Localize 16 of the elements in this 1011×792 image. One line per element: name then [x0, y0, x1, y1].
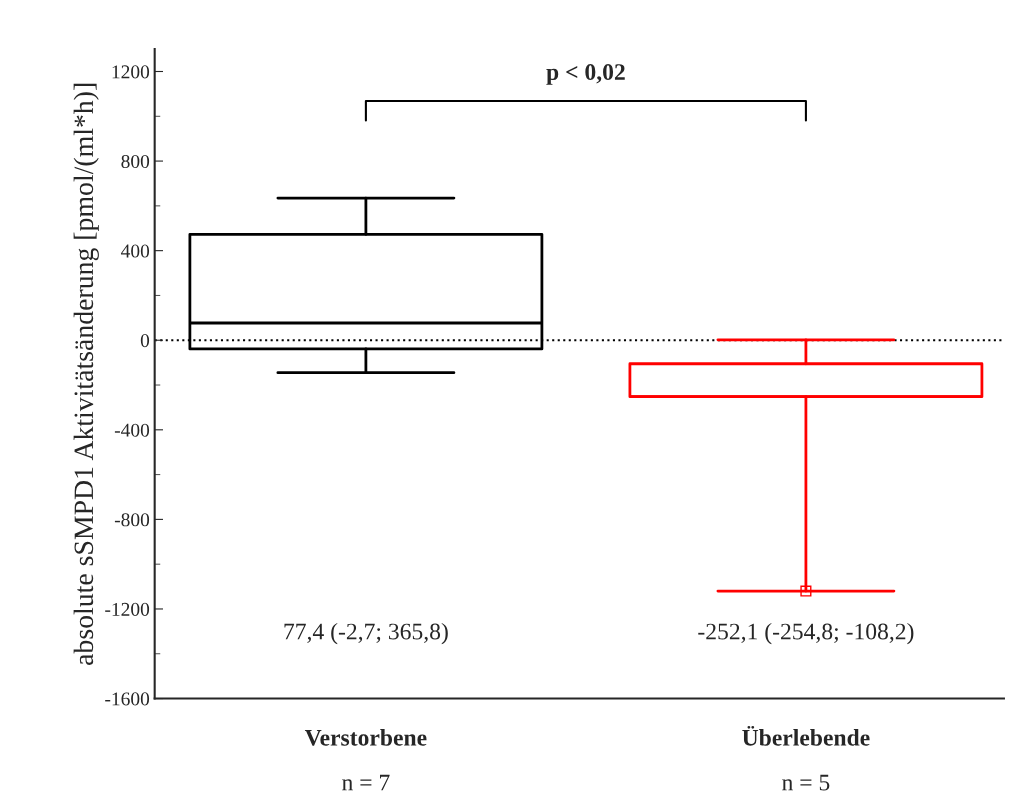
text: n = 7: [342, 774, 390, 791]
annotation: -252,1 (-254,8; -108,2): [698, 622, 914, 645]
y-tick-label: 0: [140, 334, 150, 348]
y-axis-title: absolute sSMPD1 Aktivitätsänderung [pmol/(ml*h)]: [73, 83, 99, 665]
annotation: p < 0,02: [546, 64, 625, 85]
x-tick-label: Überlebende: [742, 725, 870, 746]
y-tick-label: -1200: [105, 602, 150, 616]
y-tick-label: -400: [114, 423, 150, 437]
y-tick-label: -800: [114, 513, 150, 527]
annotation: 77,4 (-2,7; 365,8): [284, 622, 448, 645]
y-tick-label: 800: [121, 154, 150, 169]
text: n = 5: [782, 774, 830, 791]
y-tick-label: 1200: [112, 65, 150, 79]
y-tick-label: -1600: [105, 692, 150, 706]
x-tick-label: Verstorbene: [304, 729, 427, 746]
y-tick-label: 400: [121, 244, 150, 258]
